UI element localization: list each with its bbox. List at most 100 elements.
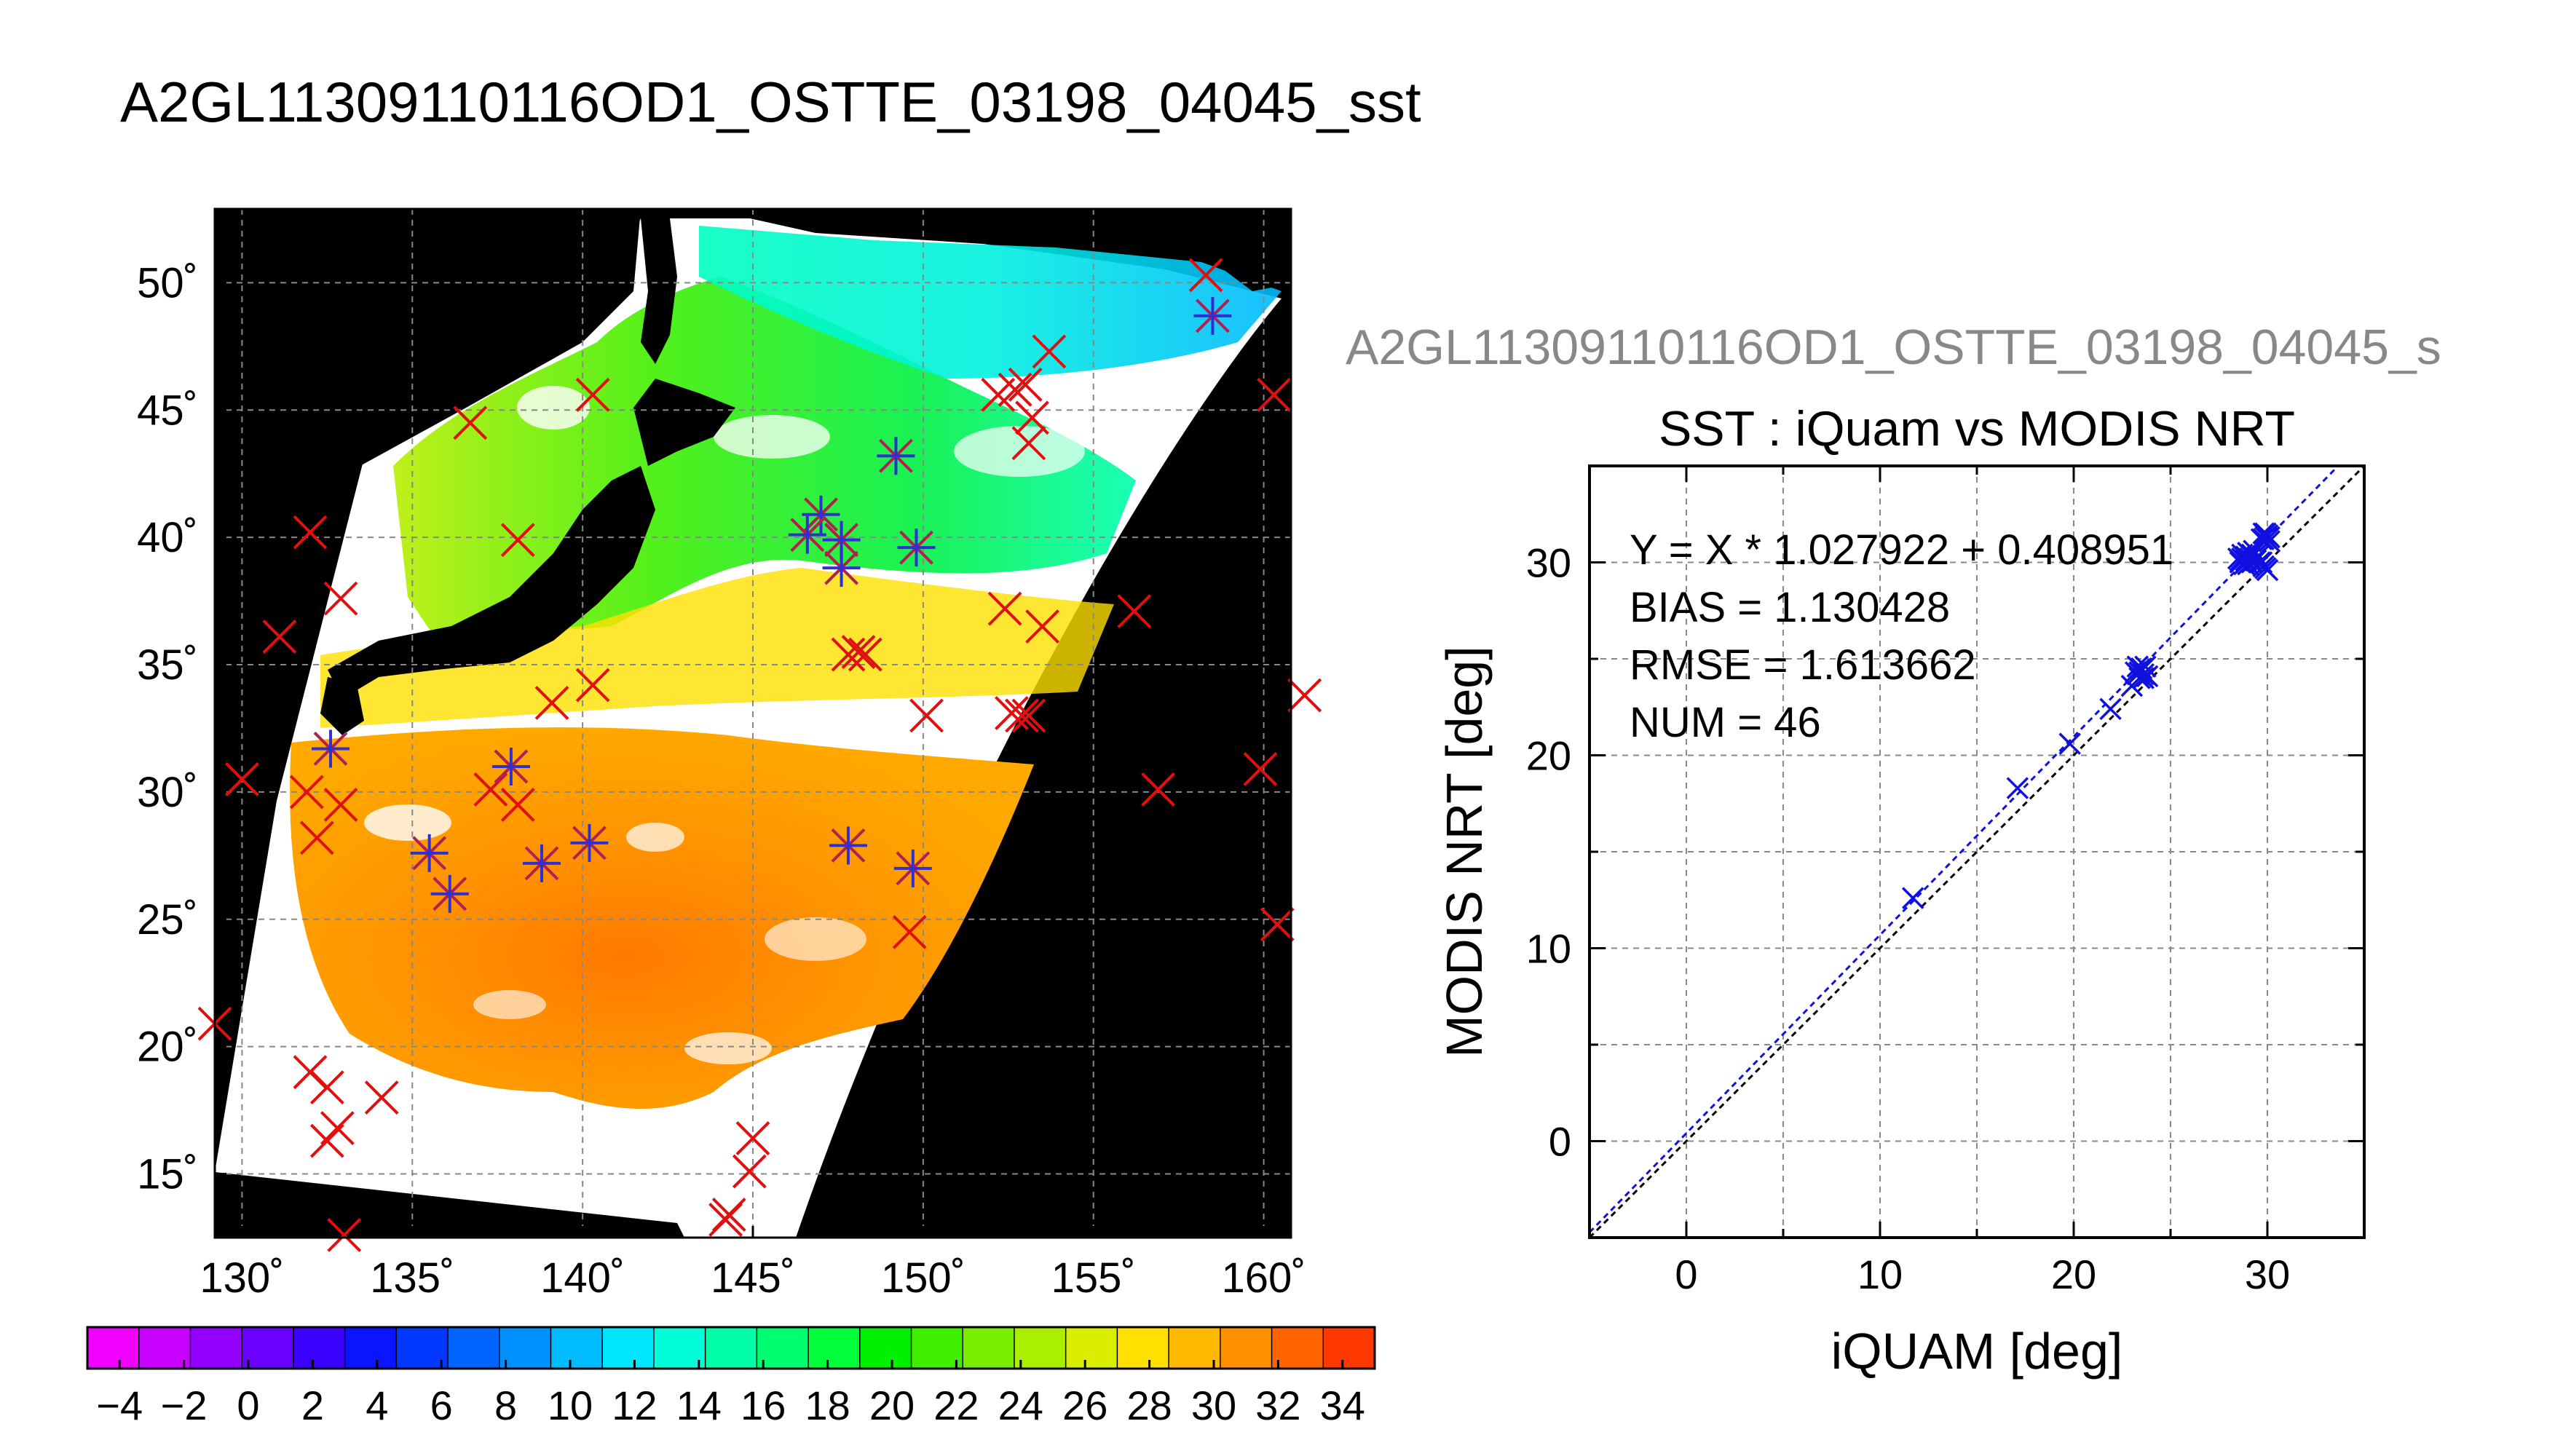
- scatter-point: [2250, 528, 2273, 550]
- scatter-point: [2252, 528, 2275, 550]
- scatter-plot: A2GL11309110116OD1_OSTTE_03198_04045_s S…: [1346, 320, 2441, 1380]
- colorbar-tick-label: 26: [1062, 1382, 1107, 1428]
- colorbar-tick-label: 4: [366, 1382, 388, 1428]
- marker-stroke: [1011, 426, 1046, 461]
- scatter-stat-line: RMSE = 1.613662: [1630, 641, 1976, 689]
- map-y-tick-label: 30˚: [137, 769, 198, 816]
- match-x-marker: [841, 635, 876, 669]
- scatter-x-tick-label: 20: [2051, 1251, 2096, 1297]
- scatter-point: [2258, 530, 2280, 553]
- colorbar-cell: [705, 1327, 757, 1369]
- map-x-tick-label: 160˚: [1222, 1254, 1306, 1302]
- marker-stroke: [364, 1080, 399, 1115]
- colorbar-tick-label: 28: [1126, 1382, 1172, 1428]
- point-stroke: [2058, 732, 2081, 755]
- marker-stroke: [1011, 698, 1046, 733]
- match-x-marker: [1032, 334, 1067, 369]
- colorbar-cell: [1271, 1327, 1324, 1369]
- map-x-tick-label: 140˚: [540, 1254, 625, 1302]
- match-x-marker: [323, 788, 358, 822]
- match-x-marker: [848, 637, 882, 672]
- colorbar-cell: [1220, 1327, 1273, 1369]
- match-star-marker: [897, 529, 936, 567]
- match-x-marker: [1260, 907, 1295, 942]
- match-x-marker: [262, 620, 297, 654]
- marker-stroke: [327, 1218, 362, 1252]
- land-kamchatka: [1194, 218, 1291, 291]
- marker-stroke: [708, 1203, 743, 1237]
- map-x-tick-label: 135˚: [370, 1254, 454, 1302]
- colorbar-cell: [344, 1327, 397, 1369]
- match-x-marker: [575, 377, 610, 412]
- marker-stroke: [323, 788, 358, 822]
- point-stroke: [2258, 526, 2280, 549]
- match-star-marker: [829, 826, 867, 865]
- scatter-point: [2006, 777, 2029, 799]
- marker-stroke: [1005, 698, 1039, 733]
- colorbar-tick-label: −2: [161, 1382, 208, 1428]
- one-to-one-line: [1590, 466, 2364, 1238]
- scatter-stat-line: BIAS = 1.130428: [1630, 584, 1950, 631]
- colorbar-cell: [190, 1327, 242, 1369]
- point-stroke: [2250, 528, 2273, 550]
- colorbar-cell: [293, 1327, 346, 1369]
- marker-stroke: [1117, 594, 1152, 629]
- match-star-marker: [570, 823, 609, 862]
- colorbar-tick-label: 24: [998, 1382, 1043, 1428]
- point-stroke: [2243, 539, 2265, 562]
- colorbar-cell: [1117, 1327, 1169, 1369]
- point-stroke: [2244, 549, 2267, 572]
- scatter-subtitle: A2GL11309110116OD1_OSTTE_03198_04045_s: [1346, 320, 2441, 375]
- point-stroke: [2132, 662, 2155, 686]
- match-x-marker: [735, 1121, 770, 1156]
- cloud-gap: [517, 386, 590, 430]
- marker-stroke: [500, 523, 535, 558]
- scatter-x-label: iQUAM [deg]: [1831, 1323, 2123, 1380]
- match-x-marker: [708, 1203, 743, 1237]
- colorbar-tick-label: 8: [494, 1382, 517, 1428]
- match-x-marker: [831, 637, 866, 672]
- colorbar-tick-label: 16: [741, 1382, 786, 1428]
- map-y-tick-label: 35˚: [137, 641, 198, 689]
- match-x-marker: [225, 762, 259, 796]
- scatter-stats: Y = X * 1.027922 + 0.408951 BIAS = 1.1304…: [1630, 526, 2173, 746]
- match-x-marker: [987, 591, 1022, 626]
- point-stroke: [2231, 547, 2254, 570]
- match-x-marker: [1117, 594, 1152, 629]
- marker-stroke: [289, 775, 324, 810]
- match-x-marker: [323, 581, 358, 616]
- scatter-point: [2243, 539, 2265, 562]
- marker-stroke: [323, 581, 358, 616]
- colorbar-cell: [396, 1327, 449, 1369]
- map-y-tick-label: 40˚: [137, 514, 198, 561]
- colorbar-cell: [1169, 1327, 1221, 1369]
- marker-stroke: [1257, 377, 1292, 412]
- map-axis-ticks: 130˚ 135˚ 140˚ 145˚ 150˚ 155˚ 160˚ 15˚ 20˚ 25˚ 30˚…: [137, 259, 1306, 1302]
- cloud-gap: [626, 823, 684, 852]
- point-stroke: [1901, 887, 1924, 909]
- colorbar-cell: [242, 1327, 294, 1369]
- scatter-points: [1901, 522, 2280, 909]
- match-x-marker: [327, 1218, 362, 1252]
- marker-stroke: [309, 1070, 344, 1105]
- colorbar-cells: [87, 1327, 1375, 1369]
- scatter-y-tick-label: 0: [1549, 1119, 1571, 1165]
- scatter-point: [2099, 697, 2122, 721]
- marker-stroke: [732, 1154, 767, 1189]
- scatter-point: [2058, 732, 2081, 755]
- scatter-y-tick-label: 30: [1526, 540, 1571, 586]
- map-y-tick-label: 20˚: [137, 1024, 198, 1071]
- map-y-tick-label: 50˚: [137, 259, 198, 306]
- colorbar-tick-label: 20: [869, 1382, 915, 1428]
- match-x-marker: [309, 1070, 344, 1105]
- scatter-x-tick-label: 10: [1857, 1251, 1903, 1297]
- scatter-x-tick-label: 0: [1675, 1251, 1697, 1297]
- point-stroke: [2252, 522, 2275, 545]
- marker-stroke: [831, 637, 866, 672]
- colorbar-cell: [808, 1327, 861, 1369]
- match-x-marker: [299, 820, 334, 855]
- scatter-y-label: MODIS NRT [deg]: [1436, 646, 1493, 1057]
- marker-stroke: [909, 698, 944, 733]
- match-star-marker: [788, 515, 826, 554]
